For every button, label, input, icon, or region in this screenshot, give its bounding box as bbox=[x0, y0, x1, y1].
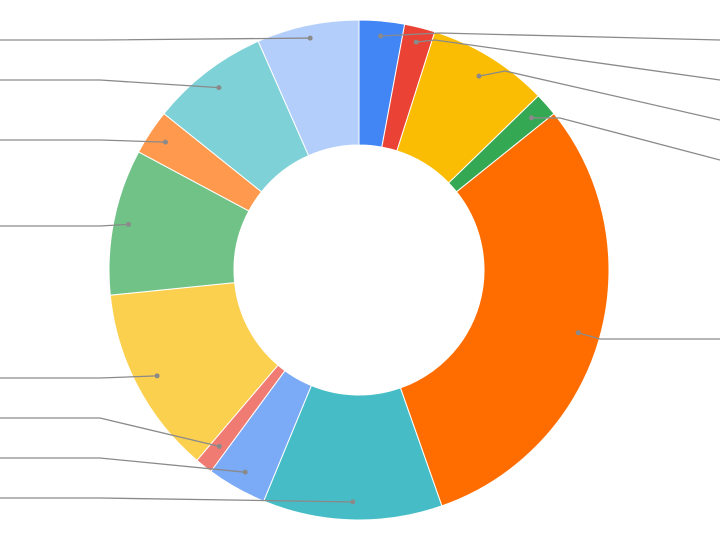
leader-line-4 bbox=[531, 117, 720, 161]
slices-group bbox=[108, 19, 610, 521]
leader-marker-6 bbox=[350, 499, 356, 505]
leader-marker-5 bbox=[575, 330, 581, 336]
leader-line-13 bbox=[0, 37, 311, 41]
leader-marker-3 bbox=[476, 73, 482, 79]
leader-line-12 bbox=[0, 79, 219, 89]
leader-line-3 bbox=[478, 70, 720, 121]
leader-lines-group bbox=[0, 32, 720, 505]
leader-line-11 bbox=[0, 139, 166, 143]
leader-marker-13 bbox=[307, 35, 313, 41]
leader-marker-10 bbox=[125, 221, 131, 227]
leader-marker-2 bbox=[413, 39, 419, 45]
leader-line-8 bbox=[0, 417, 220, 448]
leader-marker-11 bbox=[162, 139, 168, 145]
leader-line-5 bbox=[578, 332, 720, 340]
pie-slice-13 bbox=[257, 19, 360, 157]
leader-line-10 bbox=[0, 223, 129, 227]
leader-line-2 bbox=[416, 39, 720, 81]
leader-marker-12 bbox=[216, 85, 222, 91]
leader-marker-8 bbox=[216, 443, 222, 449]
leader-line-6 bbox=[0, 497, 353, 503]
pie-slice-5 bbox=[399, 112, 610, 507]
leader-line-9 bbox=[0, 375, 158, 379]
leader-marker-1 bbox=[378, 33, 384, 39]
leader-marker-7 bbox=[242, 469, 248, 475]
leader-marker-4 bbox=[528, 115, 534, 121]
leader-line-1 bbox=[380, 32, 720, 41]
leader-marker-9 bbox=[154, 373, 160, 379]
leader-line-7 bbox=[0, 457, 246, 473]
